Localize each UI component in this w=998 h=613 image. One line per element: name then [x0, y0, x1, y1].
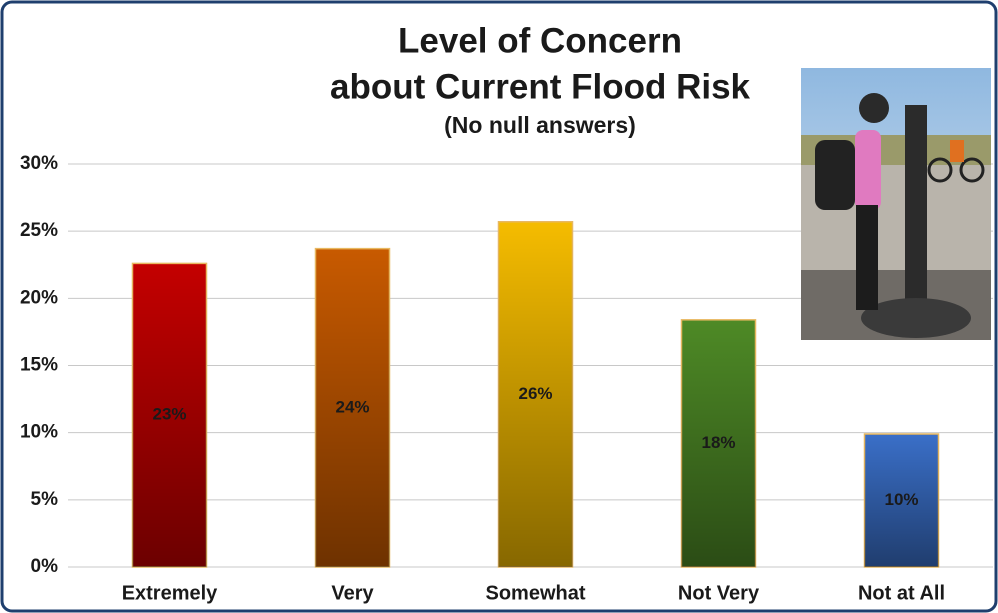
y-tick-label: 30% — [20, 153, 58, 174]
x-tick-label: Extremely — [122, 582, 218, 604]
value-label: 18% — [701, 433, 735, 452]
chart-title: about Current Flood Risk — [330, 67, 751, 106]
y-tick-label: 10% — [20, 422, 58, 443]
photo — [801, 68, 991, 340]
x-tick-label: Not Very — [678, 582, 760, 604]
x-tick-label: Very — [331, 582, 374, 604]
y-tick-label: 25% — [20, 220, 58, 241]
value-label: 24% — [335, 397, 369, 416]
chart-title: Level of Concern — [398, 21, 682, 60]
y-tick-label: 5% — [31, 489, 59, 510]
x-tick-label: Somewhat — [485, 582, 585, 604]
chart-subtitle: (No null answers) — [444, 112, 636, 138]
y-tick-label: 0% — [31, 556, 59, 577]
y-tick-label: 15% — [20, 355, 58, 376]
value-label: 26% — [518, 384, 552, 403]
value-label: 23% — [152, 405, 186, 424]
x-tick-label: Not at All — [858, 582, 945, 604]
value-label: 10% — [884, 490, 918, 509]
y-tick-label: 20% — [20, 287, 58, 308]
